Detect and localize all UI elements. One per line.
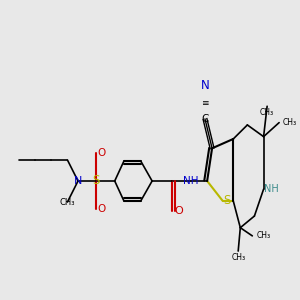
Text: CH₃: CH₃ [283,118,297,127]
Text: O: O [97,204,106,214]
Text: N: N [74,176,82,186]
Text: S: S [92,175,99,188]
Text: CH₃: CH₃ [256,231,270,240]
Text: O: O [97,148,106,158]
Text: O: O [174,206,183,216]
Text: CH₃: CH₃ [60,197,75,206]
Text: ≡: ≡ [201,99,209,108]
Text: NH: NH [264,184,279,194]
Text: C: C [201,114,209,124]
Text: NH: NH [183,176,199,186]
Text: CH₃: CH₃ [260,108,274,117]
Text: N: N [201,79,209,92]
Text: S: S [223,194,230,207]
Text: CH₃: CH₃ [231,253,245,262]
